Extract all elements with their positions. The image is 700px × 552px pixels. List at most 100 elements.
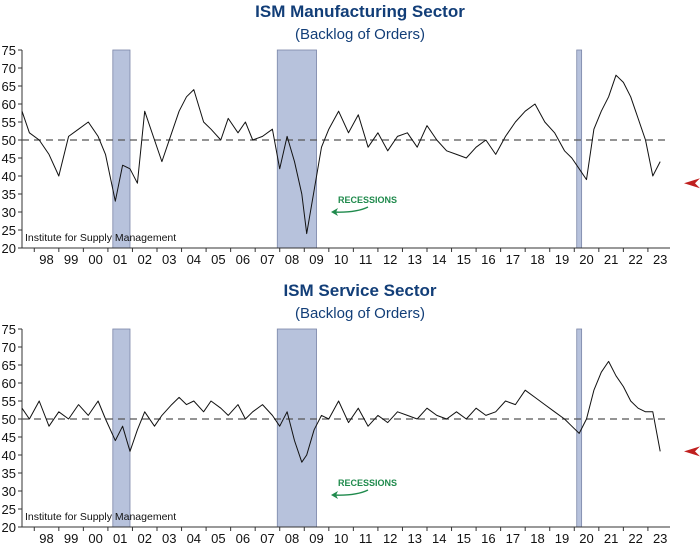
x-tick-label: 11: [359, 252, 373, 267]
x-tick-label: 10: [334, 252, 348, 267]
x-tick-label: 22: [628, 531, 642, 546]
x-tick-label: 13: [407, 252, 421, 267]
x-tick-label: 98: [39, 252, 53, 267]
x-tick-label: 13: [407, 531, 421, 546]
x-tick-label: 14: [432, 531, 446, 546]
x-tick-label: 19: [555, 531, 569, 546]
x-tick-label: 21: [604, 252, 618, 267]
x-tick-label: 15: [457, 531, 471, 546]
x-tick-label: 07: [260, 531, 274, 546]
x-tick-label: 03: [162, 252, 176, 267]
y-tick-label: 75: [2, 322, 16, 337]
x-tick-label: 00: [88, 252, 102, 267]
x-tick-label: 15: [457, 252, 471, 267]
x-tick-label: 22: [628, 252, 642, 267]
recessions-annotation: RECESSIONS: [338, 195, 397, 205]
x-tick-label: 99: [64, 531, 78, 546]
x-tick-label: 08: [285, 531, 299, 546]
x-tick-label: 99: [64, 252, 78, 267]
recession-bar: [576, 328, 583, 528]
x-tick-label: 12: [383, 531, 397, 546]
recessions-arrowhead-icon: [331, 208, 338, 216]
x-tick-label: 98: [39, 531, 53, 546]
x-tick-label: 21: [604, 531, 618, 546]
y-tick-label: 60: [2, 97, 16, 112]
recessions-arrowhead-icon: [331, 491, 338, 499]
y-tick-label: 65: [2, 358, 16, 373]
chart-subtitle: (Backlog of Orders): [295, 305, 425, 322]
x-tick-label: 14: [432, 252, 446, 267]
y-tick-label: 45: [2, 430, 16, 445]
x-tick-label: 09: [309, 252, 323, 267]
x-tick-label: 00: [88, 531, 102, 546]
source-label: Institute for Supply Management: [25, 511, 176, 523]
x-tick-label: 16: [481, 252, 495, 267]
chart-panel-1: ISM Manufacturing Sector (Backlog of Orde…: [2, 2, 700, 267]
x-tick-label: 01: [113, 252, 127, 267]
recessions-arrow-icon: [332, 206, 369, 213]
y-tick-label: 45: [2, 151, 16, 166]
y-tick-label: 55: [2, 115, 16, 130]
x-tick-label: 01: [113, 531, 127, 546]
series-line: [21, 360, 661, 463]
recession-bar: [276, 49, 317, 249]
x-tick-label: 12: [383, 252, 397, 267]
x-tick-label: 23: [653, 531, 667, 546]
x-tick-label: 19: [555, 252, 569, 267]
y-tick-label: 35: [2, 187, 16, 202]
chart-subtitle: (Backlog of Orders): [295, 26, 425, 43]
recessions-arrow-icon: [332, 489, 369, 496]
x-tick-label: 17: [506, 531, 520, 546]
x-tick-label: 09: [309, 531, 323, 546]
y-tick-label: 30: [2, 205, 16, 220]
recession-bar: [576, 49, 583, 249]
latest-value-arrow-icon: [684, 446, 700, 457]
y-tick-label: 60: [2, 376, 16, 391]
x-tick-label: 11: [359, 531, 373, 546]
y-tick-label: 40: [2, 169, 16, 184]
recessions-annotation: RECESSIONS: [338, 478, 397, 488]
chart-title: ISM Service Sector: [283, 281, 436, 300]
series-line: [21, 74, 661, 235]
x-tick-label: 03: [162, 531, 176, 546]
x-tick-label: 02: [137, 531, 151, 546]
source-label: Institute for Supply Management: [25, 232, 176, 244]
x-tick-label: 23: [653, 252, 667, 267]
x-tick-label: 05: [211, 531, 225, 546]
y-tick-label: 70: [2, 340, 16, 355]
x-tick-label: 20: [579, 252, 593, 267]
x-tick-label: 04: [187, 531, 201, 546]
y-tick-label: 25: [2, 223, 16, 238]
y-tick-label: 30: [2, 484, 16, 499]
x-tick-label: 02: [137, 252, 151, 267]
recession-bar: [112, 49, 131, 249]
y-tick-label: 70: [2, 61, 16, 76]
x-tick-label: 20: [579, 531, 593, 546]
y-tick-label: 25: [2, 502, 16, 517]
x-tick-label: 07: [260, 252, 274, 267]
y-tick-label: 40: [2, 448, 16, 463]
y-tick-label: 55: [2, 394, 16, 409]
x-tick-label: 18: [530, 252, 544, 267]
y-tick-label: 65: [2, 79, 16, 94]
x-tick-label: 08: [285, 252, 299, 267]
y-tick-label: 20: [2, 520, 16, 535]
x-tick-label: 04: [187, 252, 201, 267]
x-tick-label: 18: [530, 531, 544, 546]
y-tick-label: 20: [2, 241, 16, 256]
chart-title: ISM Manufacturing Sector: [255, 2, 465, 21]
y-tick-label: 50: [2, 412, 16, 427]
x-tick-label: 17: [506, 252, 520, 267]
latest-value-arrow-icon: [684, 178, 700, 189]
y-tick-label: 35: [2, 466, 16, 481]
chart-panel-2: ISM Service Sector (Backlog of Orders) 20 2…: [2, 281, 700, 546]
x-tick-label: 06: [236, 252, 250, 267]
y-tick-label: 50: [2, 133, 16, 148]
x-tick-label: 10: [334, 531, 348, 546]
x-tick-label: 05: [211, 252, 225, 267]
recession-bar: [276, 328, 317, 528]
x-tick-label: 16: [481, 531, 495, 546]
y-tick-label: 75: [2, 43, 16, 58]
